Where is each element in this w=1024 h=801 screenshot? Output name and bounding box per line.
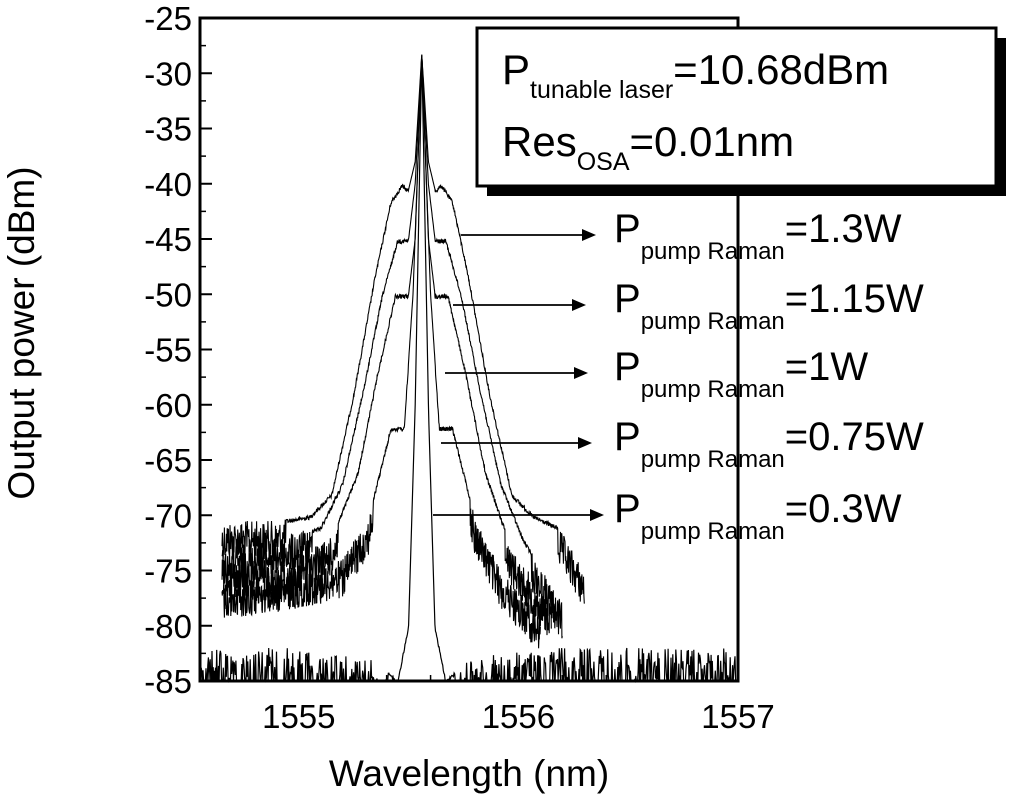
- info-line1-main: P: [502, 46, 530, 93]
- y-axis-title: Output power (dBm): [1, 166, 42, 499]
- series-label-main: P: [614, 487, 641, 531]
- y-tick-label: -50: [144, 276, 192, 313]
- y-tick-label: -85: [144, 663, 192, 700]
- x-tick-label: 1555: [262, 698, 335, 735]
- series-label-value: =1.3W: [785, 207, 902, 251]
- series-label: Ppump Raman=0.75W: [614, 415, 924, 473]
- series-label: Ppump Raman=1W: [614, 345, 868, 403]
- info-box-line1: Ptunable laser=10.68dBm: [502, 46, 889, 104]
- info-box-frame: [475, 26, 998, 188]
- series-arrow-head: [572, 299, 586, 311]
- series-label-value: =1W: [785, 345, 869, 389]
- y-tick-label: -65: [144, 442, 192, 479]
- series-label-value: =0.75W: [785, 415, 924, 459]
- info-box-line2: ResOSA=0.01nm: [502, 118, 794, 176]
- y-tick-label: -35: [144, 111, 192, 148]
- y-tick-label: -45: [144, 221, 192, 258]
- series-arrow-head: [578, 437, 592, 449]
- series-label-sub: pump Raman: [641, 446, 785, 473]
- y-tick-label: -80: [144, 608, 192, 645]
- info-line1-value: =10.68dBm: [673, 46, 889, 93]
- series-label: Ppump Raman=0.3W: [614, 487, 902, 545]
- series-label-sub: pump Raman: [641, 308, 785, 335]
- y-tick-label: -30: [144, 55, 192, 92]
- series-line-1: [221, 57, 563, 639]
- series-label-value: =0.3W: [785, 487, 902, 531]
- series-line-2: [221, 54, 552, 636]
- series-arrow-head: [590, 509, 604, 521]
- info-line2-sub: OSA: [577, 148, 630, 176]
- series-line-4: [199, 55, 738, 684]
- y-tick-label: -70: [144, 497, 192, 534]
- series-arrow-head: [582, 229, 596, 241]
- x-tick-label: 1557: [701, 698, 774, 735]
- series-label: Ppump Raman=1.15W: [614, 277, 924, 335]
- y-tick-label: -60: [144, 387, 192, 424]
- series-label-sub: pump Raman: [641, 238, 785, 265]
- x-axis: 1555 1556 1557: [210, 669, 775, 735]
- data-layer: [199, 54, 738, 684]
- series-label-main: P: [614, 345, 641, 389]
- y-tick-label: -75: [144, 553, 192, 590]
- series-label-sub: pump Raman: [641, 518, 785, 545]
- y-tick-label: -55: [144, 332, 192, 369]
- x-tick-label: 1556: [482, 698, 555, 735]
- y-tick-label: -40: [144, 166, 192, 203]
- series-arrow-head: [574, 367, 588, 379]
- series-line-3: [221, 56, 541, 649]
- y-axis: -25 -30 -35 -40 -45 -50 -55 -60 -65 -70 -75 -80 -85: [144, 0, 212, 700]
- series-label: Ppump Raman=1.3W: [614, 207, 902, 265]
- info-line2-value: =0.01nm: [630, 118, 795, 165]
- series-label-main: P: [614, 207, 641, 251]
- info-box: Ptunable laser=10.68dBm ResOSA=0.01nm: [475, 26, 1006, 196]
- series-label-sub: pump Raman: [641, 376, 785, 403]
- series-label-value: =1.15W: [785, 277, 924, 321]
- series-label-main: P: [614, 415, 641, 459]
- info-line2-main: Res: [502, 118, 577, 165]
- x-axis-title: Wavelength (nm): [329, 753, 609, 794]
- series-label-main: P: [614, 277, 641, 321]
- info-line1-sub: tunable laser: [530, 76, 673, 104]
- y-tick-label: -25: [144, 0, 192, 37]
